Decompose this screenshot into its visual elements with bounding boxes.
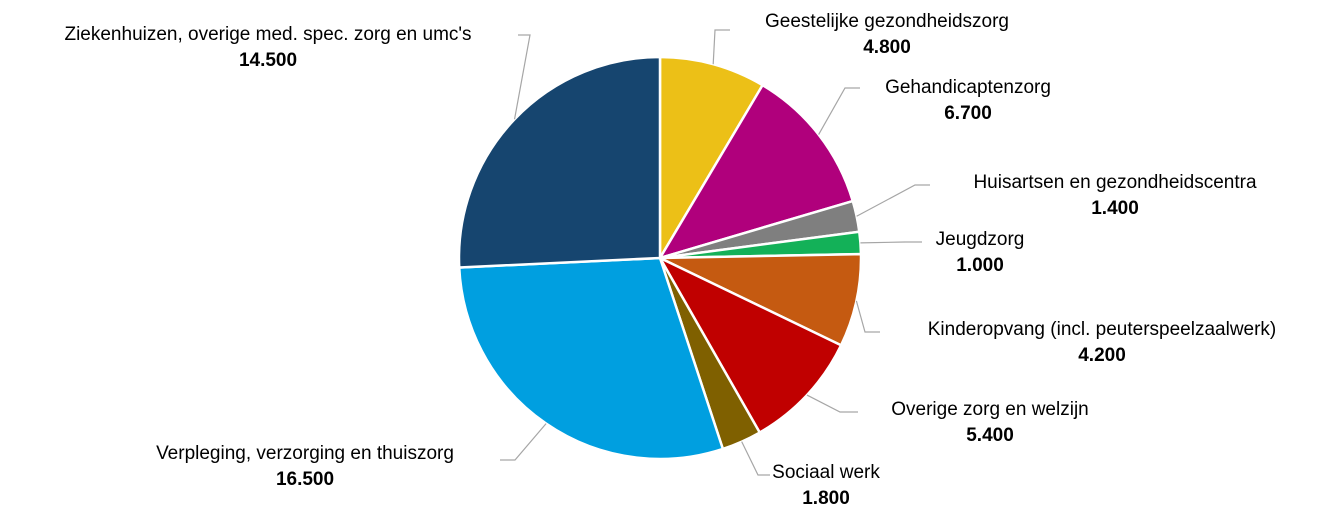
slice-value: 1.400 — [1091, 198, 1139, 219]
leader-line — [712, 29, 730, 65]
slice-label: Huisartsen en gezondheidscentra — [973, 172, 1257, 193]
slice-value: 4.800 — [863, 37, 911, 58]
slice-label: Geestelijke gezondheidszorg — [765, 11, 1009, 32]
leader-line — [855, 300, 880, 333]
slice-label: Verpleging, verzorging en thuiszorg — [156, 443, 454, 464]
slice-label: Jeugdzorg — [936, 229, 1025, 250]
slice-value: 14.500 — [239, 50, 297, 71]
slice-value: 4.200 — [1078, 345, 1126, 366]
leader-line — [741, 441, 770, 476]
slice-label: Sociaal werk — [772, 462, 880, 483]
slice-label: Kinderopvang (incl. peuterspeelzaalwerk) — [928, 319, 1277, 340]
pie-slice — [457, 256, 725, 461]
pie-slice — [457, 55, 662, 269]
slice-value: 1.800 — [802, 488, 850, 508]
leader-line — [856, 184, 930, 217]
slice-label: Gehandicaptenzorg — [885, 77, 1051, 98]
slice-value: 5.400 — [966, 425, 1014, 446]
slice-value: 6.700 — [944, 103, 992, 124]
leader-line — [860, 241, 922, 244]
pie-slice — [656, 255, 843, 435]
slice-value: 1.000 — [956, 255, 1004, 276]
slice-label: Ziekenhuizen, overige med. spec. zorg en… — [64, 24, 471, 45]
leader-line — [818, 87, 860, 135]
slice-value: 16.500 — [276, 469, 334, 490]
leader-line — [806, 394, 858, 413]
leader-line — [513, 34, 531, 120]
leader-line — [500, 423, 547, 461]
slice-label: Overige zorg en welzijn — [891, 399, 1088, 420]
pie-slice — [658, 55, 765, 263]
